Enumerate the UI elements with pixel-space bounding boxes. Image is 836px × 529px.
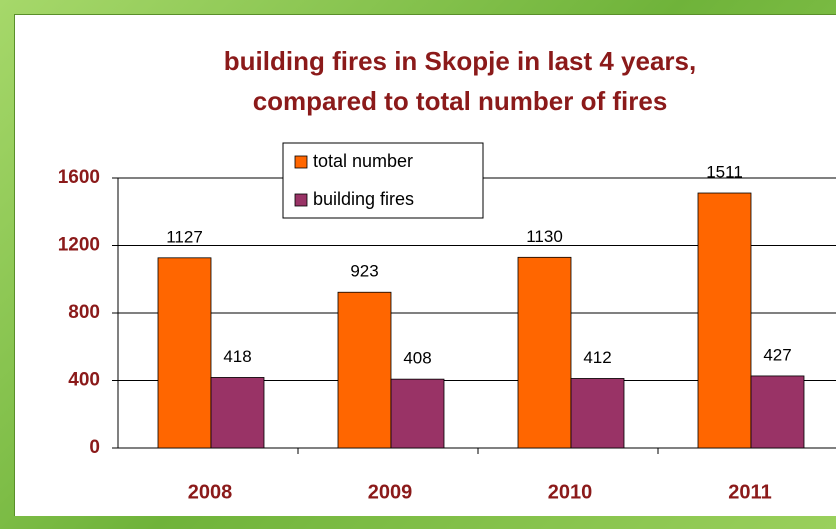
bar — [210, 377, 265, 449]
bar — [517, 256, 572, 449]
bar — [390, 378, 445, 449]
x-tick-label: 2009 — [368, 481, 413, 503]
value-label: 408 — [403, 349, 431, 368]
chart-title: building fires in Skopje in last 4 years… — [224, 46, 696, 76]
x-tick-label: 2011 — [728, 481, 771, 503]
bar — [570, 378, 625, 449]
value-label: 412 — [583, 348, 611, 367]
y-tick-label: 1200 — [58, 235, 100, 256]
legend-swatch — [294, 155, 308, 169]
bar — [697, 192, 752, 449]
x-tick-label: 2010 — [548, 481, 593, 503]
chart-title: compared to total number of fires — [253, 86, 668, 116]
value-label: 427 — [763, 345, 791, 364]
y-tick-label: 1600 — [58, 167, 100, 188]
value-label: 1130 — [526, 227, 563, 246]
value-label: 1127 — [166, 227, 203, 246]
legend — [282, 142, 484, 219]
value-label: 418 — [223, 347, 251, 366]
legend-label: building fires — [313, 189, 414, 209]
value-label: 1511 — [706, 163, 743, 182]
value-label: 923 — [350, 262, 378, 281]
y-tick-label: 0 — [89, 437, 100, 458]
bar — [750, 375, 805, 449]
bar — [157, 257, 212, 449]
legend-label: total number — [313, 151, 413, 171]
y-tick-label: 400 — [68, 370, 100, 391]
x-tick-label: 2008 — [188, 481, 233, 503]
bar — [337, 291, 392, 449]
y-tick-label: 800 — [68, 302, 100, 323]
legend-swatch — [294, 193, 308, 207]
